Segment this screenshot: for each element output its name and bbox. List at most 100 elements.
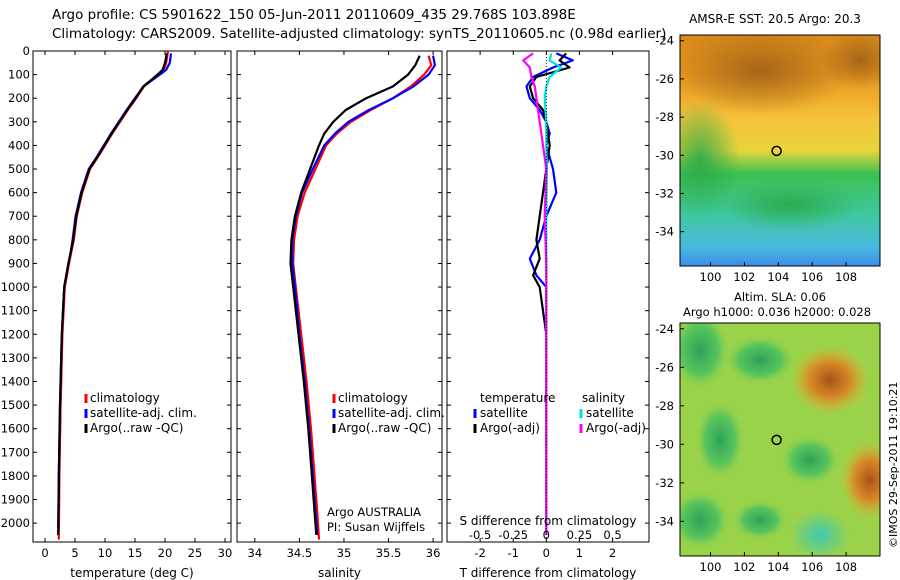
argo-location-marker [771,434,782,446]
x-tick-label-top: 0.25 [567,528,593,542]
x-tick-label: 0 [41,546,48,560]
x-axis-label: temperature (deg C) [70,566,193,580]
y-tick-label: 600 [8,186,30,200]
y-tick-label: -24 [655,34,674,48]
panel-2-series [289,55,436,540]
annotation-line: PI: Susan Wijffels [327,520,425,534]
x-tick-label: 30 [218,546,233,560]
x-tick-label: 104 [767,270,789,284]
map-title-line: Argo h1000: 0.036 h2000: 0.028 [683,305,871,319]
map-frame [679,322,881,557]
x-tick-label-top: 0 [543,528,550,542]
y-tick-label: 1300 [1,351,30,365]
y-tick-label: -34 [655,225,674,239]
series-line-argo-raw-qc- [289,55,421,535]
x-tick-label: 106 [801,560,823,574]
x-tick-label: -1 [507,546,518,560]
legend-label: Argo(-adj) [480,421,540,435]
sla-map-field [680,323,880,556]
y-tick-label: 1200 [1,327,30,341]
x-tick-label: 108 [835,270,857,284]
panel-3-series [522,52,574,535]
x-tick-label-top: 0.5 [603,528,621,542]
x-axis-label-top: S difference from climatology [460,514,637,528]
legend-label: satellite-adj. clim. [90,406,197,420]
legend-group-title: salinity [582,391,625,405]
x-tick-label: 34.5 [287,546,313,560]
x-tick-label: 100 [700,560,722,574]
x-tick-label-top: -0.25 [498,528,528,542]
y-tick-label: 2000 [1,516,30,530]
x-tick-label: 102 [733,560,755,574]
figure-title-line2: Climatology: CARS2009. Satellite-adjuste… [52,26,667,42]
x-tick-label: 102 [733,270,755,284]
panel-frame-2 [236,50,443,543]
y-tick-label: -30 [655,148,674,162]
x-tick-label: 20 [158,546,173,560]
panel-frame-1 [32,50,232,543]
x-tick-label: 25 [188,546,203,560]
annotation-line: Argo AUSTRALIA [327,505,421,519]
panel-1-series [57,51,173,540]
figure-title-line1: Argo profile: CS 5901622_150 05-Jun-2011… [52,7,576,23]
legend-label: satellite [480,406,528,420]
y-tick-label: 0 [23,44,30,58]
x-axis-label: salinity [318,566,361,580]
legend-label: Argo(-adj) [586,421,646,435]
y-tick-label: 1500 [1,398,30,412]
x-tick-label: 15 [128,546,143,560]
y-tick-label: 300 [8,115,30,129]
x-tick-label: 35 [337,546,352,560]
y-tick-label: 1600 [1,422,30,436]
series-line-climatology [292,55,433,540]
series-line-temperature-satellite [525,52,574,535]
y-tick-label: 400 [8,138,30,152]
x-tick-label: 100 [700,270,722,284]
x-tick-label-top: -0.5 [469,528,491,542]
x-tick-label: 106 [801,270,823,284]
x-tick-label: 104 [767,560,789,574]
x-tick-label: 10 [98,546,113,560]
y-tick-label: 100 [8,68,30,82]
x-tick-label: 34 [248,546,263,560]
panel-frame-3 [446,50,650,543]
legend-group-title: temperature [480,391,555,405]
x-tick-label: 2 [609,546,616,560]
x-tick-label: 5 [71,546,78,560]
x-tick-label: 35.5 [376,546,402,560]
y-tick-label: 500 [8,162,30,176]
legend-label: satellite-adj. clim. [338,406,445,420]
y-tick-label: -30 [655,437,674,451]
series-line-temperature-argo-adj- [528,52,571,535]
legend-label: satellite [586,406,634,420]
x-tick-label: 36 [426,546,441,560]
map-frame [679,34,881,267]
argo-location-marker [771,145,782,157]
map-title-line: Altim. SLA: 0.06 [734,290,826,304]
x-tick-label: 1 [576,546,583,560]
y-tick-label: 1900 [1,493,30,507]
legend-label: climatology [338,391,408,405]
y-tick-label: 1100 [1,304,30,318]
map-title: AMSR-E SST: 20.5 Argo: 20.3 [689,12,861,26]
y-tick-label: -24 [655,322,674,336]
x-tick-label: 108 [835,560,857,574]
y-tick-label: 1000 [1,280,30,294]
series-line-climatology [57,51,170,540]
y-tick-label: 200 [8,91,30,105]
y-tick-label: -32 [655,476,674,490]
legend-label: climatology [90,391,160,405]
y-tick-label: 800 [8,233,30,247]
y-tick-label: -28 [655,110,674,124]
y-tick-label: 700 [8,209,30,223]
legend-label: Argo(..raw -QC) [90,421,183,435]
y-tick-label: 1800 [1,469,30,483]
x-tick-label: -2 [474,546,485,560]
y-tick-label: -34 [655,514,674,528]
sst-map-field [680,35,880,266]
legend-label: Argo(..raw -QC) [338,421,431,435]
y-tick-label: 900 [8,256,30,270]
y-tick-label: 1400 [1,374,30,388]
series-line-satellite-adj-clim- [57,53,173,535]
